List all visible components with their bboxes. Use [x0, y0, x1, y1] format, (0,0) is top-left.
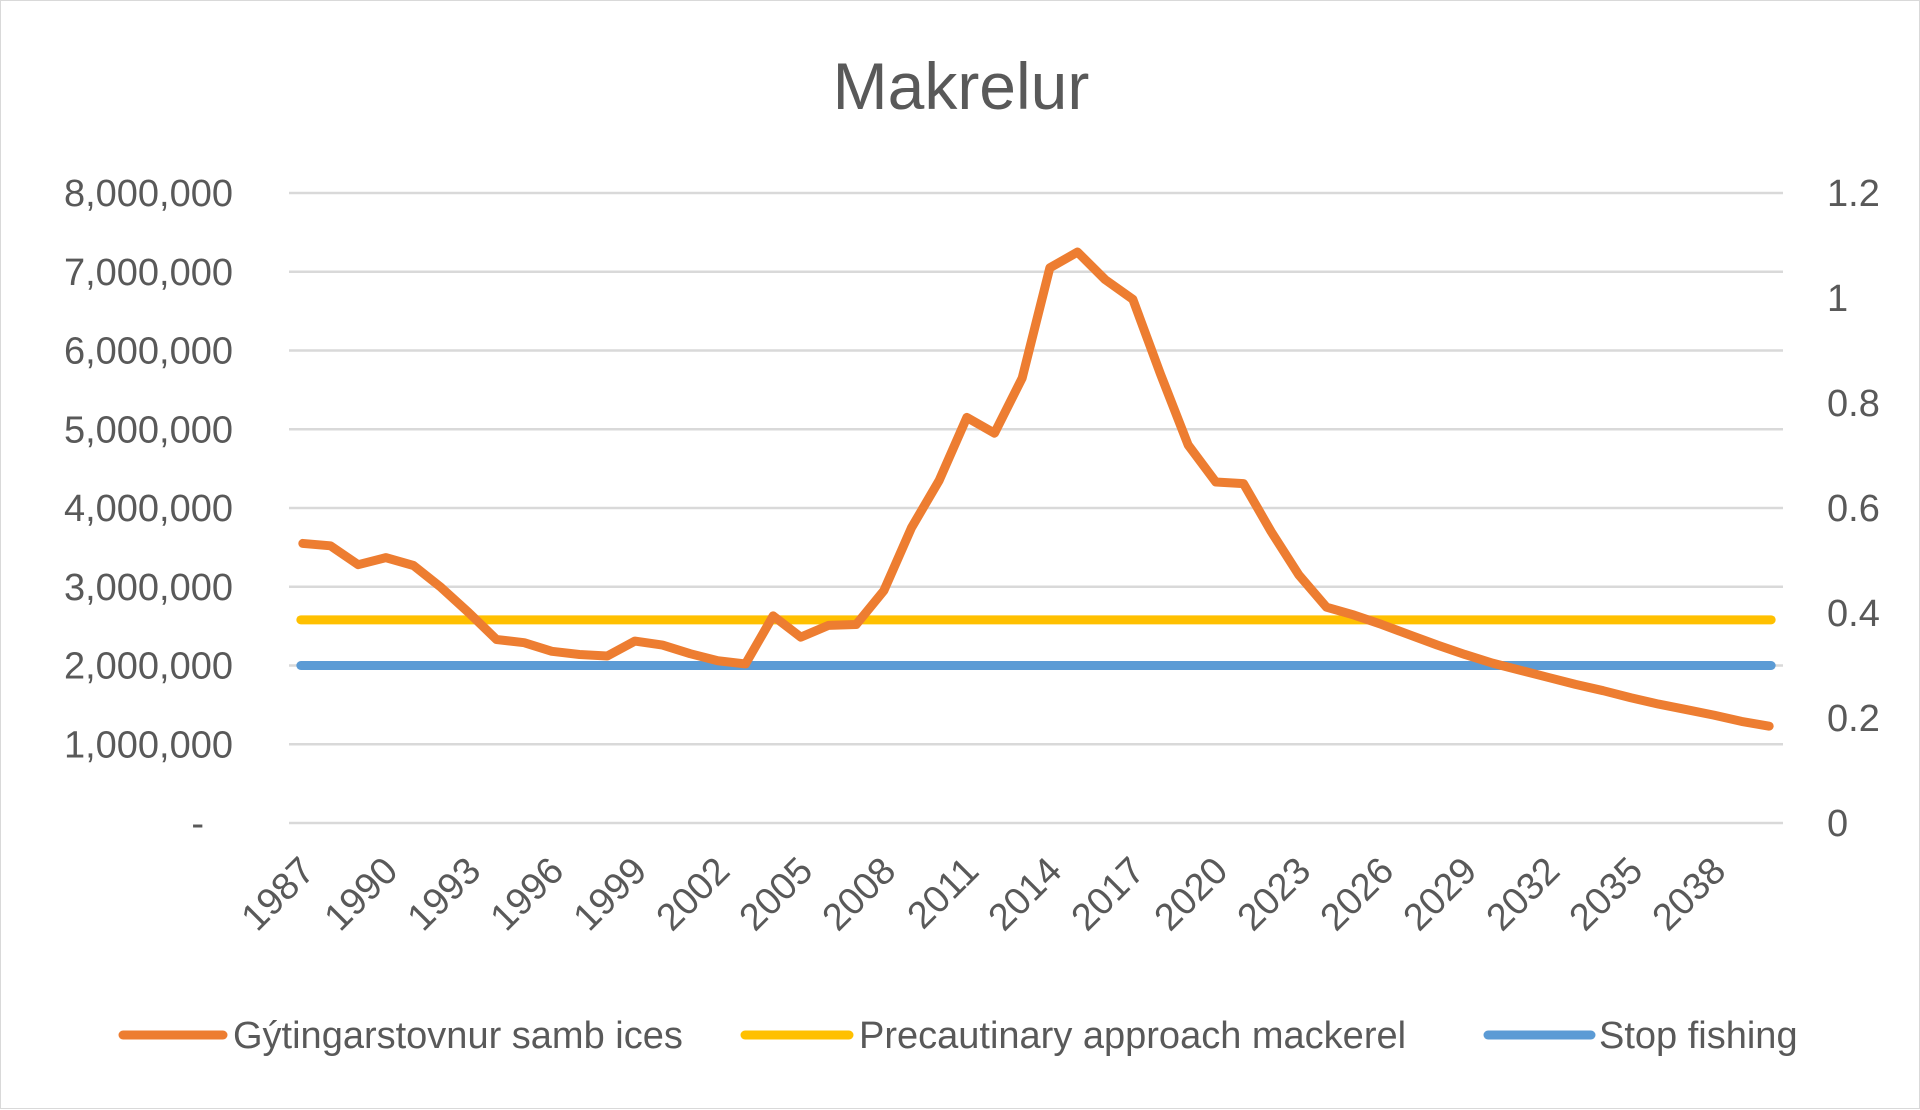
left-y-axis: - 1,000,000 2,000,000 3,000,000 4,000,000 5,0…: [64, 173, 233, 845]
x-tick-label: 2017: [1064, 850, 1153, 939]
left-y-tick-label: 8,000,000: [64, 173, 233, 215]
right-y-tick-label: 0.2: [1827, 698, 1880, 740]
right-y-tick-label: 0: [1827, 803, 1848, 845]
gridlines: [289, 191, 1783, 825]
x-tick-label: 2026: [1313, 850, 1402, 939]
right-y-tick-label: 1.2: [1827, 173, 1880, 215]
series-lines: [296, 247, 1776, 731]
x-axis: 1987199019931996199920022005200820112014…: [234, 850, 1734, 939]
x-tick-label: 2002: [649, 850, 738, 939]
legend-label: Stop fishing: [1599, 1015, 1798, 1057]
x-tick-label: 2011: [900, 850, 987, 937]
left-y-tick-label: 2,000,000: [64, 646, 233, 688]
x-tick-label: 2032: [1479, 850, 1568, 939]
x-tick-label: 2005: [732, 850, 821, 939]
x-tick-label: 2035: [1562, 850, 1651, 939]
left-y-tick-label: 6,000,000: [64, 331, 233, 373]
left-y-tick-label: -: [191, 803, 204, 845]
right-y-tick-label: 0.8: [1827, 383, 1880, 425]
left-y-tick-label: 5,000,000: [64, 409, 233, 451]
legend-label: Gýtingarstovnur samb ices: [233, 1015, 683, 1057]
right-y-tick-label: 0.6: [1827, 488, 1880, 530]
x-tick-label: 1990: [317, 850, 406, 939]
left-y-tick-label: 7,000,000: [64, 252, 233, 294]
right-y-tick-label: 1: [1827, 278, 1848, 320]
x-tick-label: 2008: [815, 850, 904, 939]
left-y-tick-label: 3,000,000: [64, 567, 233, 609]
series-line: [298, 247, 1774, 731]
legend-label: Precautinary approach mackerel: [859, 1015, 1406, 1057]
x-tick-label: 2023: [1230, 850, 1319, 939]
x-tick-label: 1993: [400, 850, 489, 939]
x-tick-label: 2020: [1147, 850, 1236, 939]
right-y-tick-label: 0.4: [1827, 593, 1880, 635]
left-y-tick-label: 1,000,000: [64, 724, 233, 766]
x-tick-label: 1999: [566, 850, 655, 939]
legend: Gýtingarstovnur samb ices Precautinary ap…: [118, 1015, 1798, 1057]
right-y-axis: 0 0.2 0.4 0.6 0.8 1 1.2: [1827, 173, 1880, 845]
x-tick-label: 2038: [1645, 850, 1734, 939]
x-tick-label: 1987: [234, 850, 323, 939]
left-y-tick-label: 4,000,000: [64, 488, 233, 530]
x-tick-label: 1996: [483, 850, 572, 939]
chart-title: Makrelur: [833, 49, 1090, 123]
x-tick-label: 2029: [1396, 850, 1485, 939]
x-tick-label: 2014: [981, 850, 1070, 939]
